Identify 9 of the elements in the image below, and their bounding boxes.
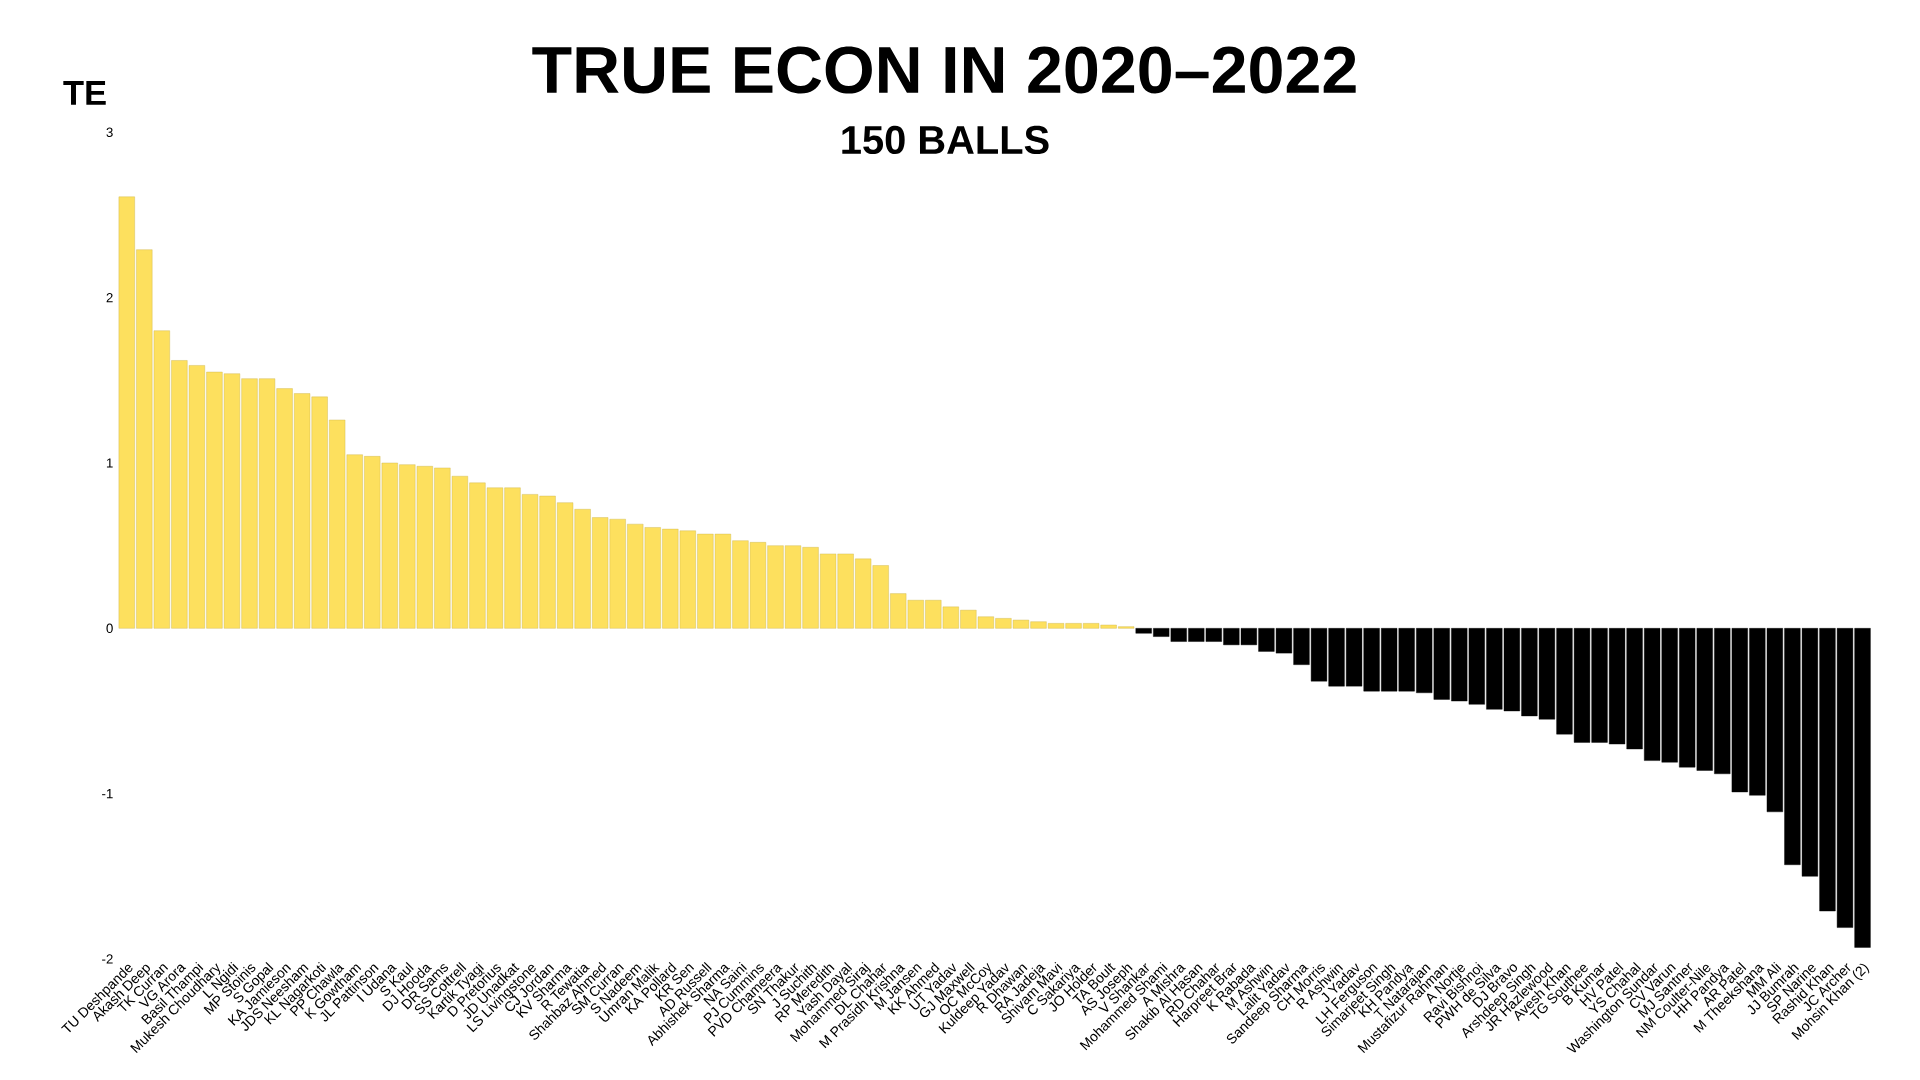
chart-title: TRUE ECON IN 2020–2022 [532,46,1356,94]
chart-subtitle: 150 BALLS [842,125,1049,155]
y-tick-label: 3 [106,127,113,138]
y-tick-label: 1 [106,458,113,468]
y-tick-label: 0 [106,623,113,634]
y-tick-label: -1 [102,789,113,799]
y-tick-label: 2 [106,293,113,303]
y-axis-title: TE [63,81,106,105]
y-tick-label: -2 [102,954,113,964]
